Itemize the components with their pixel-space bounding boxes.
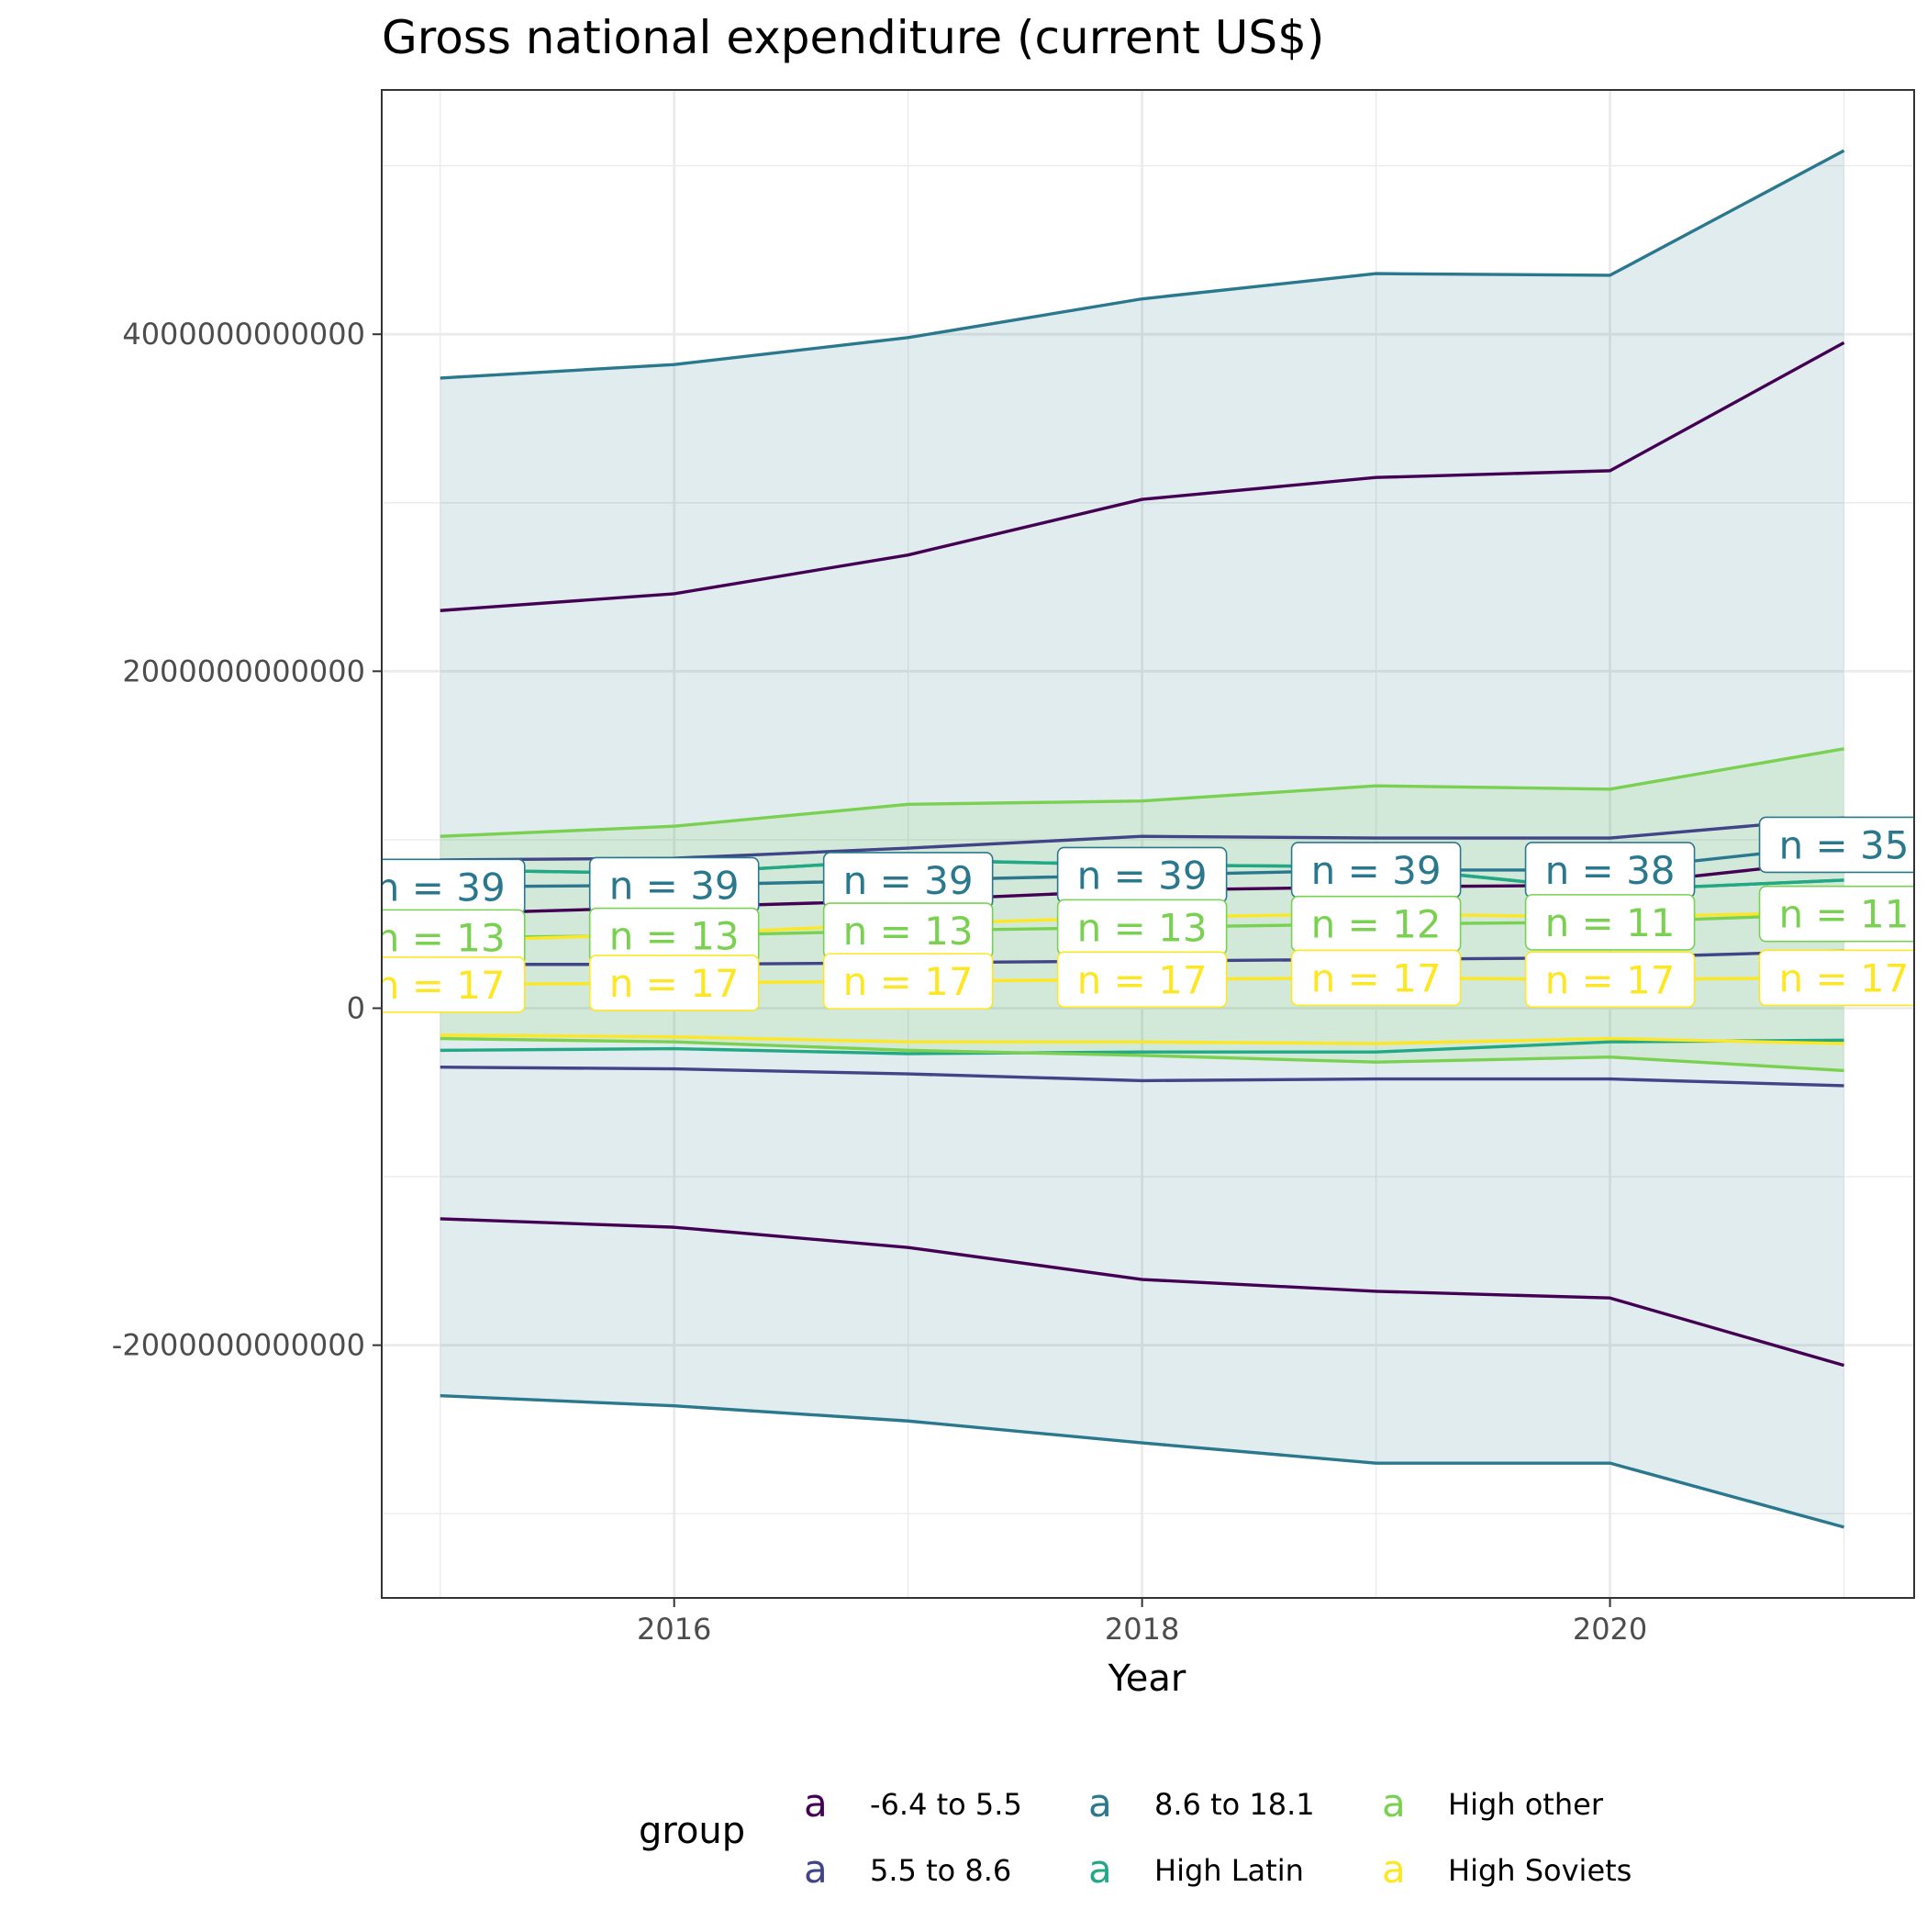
series-line-upper [440,747,1844,838]
x-axis-title: Year [1108,1658,1186,1700]
y-tick-label: 4000000000000 [122,317,365,352]
count-label-box [822,953,994,1010]
count-label: n = 13 [588,907,760,965]
count-label: n = 17 [1056,951,1228,1009]
legend-entry-label: 8.6 to 18.1 [1154,1787,1315,1822]
count-label: n = 39 [1290,842,1462,899]
legend-key-glyph: a [1088,1847,1112,1892]
count-label-text: n = 17 [375,963,506,1008]
count-label-text: n = 12 [1311,902,1442,947]
count-label-box [1290,949,1462,1007]
count-labels: n = 39 n = 39 n = 39 n = 39 n = 39 n = 38 n = … [375,816,1914,1013]
count-label-box [1758,949,1914,1007]
series-line-lower [440,1033,1844,1045]
series-line-lower [440,1036,1844,1073]
count-label: n = 11 [1524,894,1696,951]
count-label: n = 12 [1290,895,1462,953]
count-label-text: n = 17 [1545,957,1676,1002]
series-line-upper [440,149,1845,380]
count-label: n = 39 [1056,846,1228,904]
count-label-text: n = 38 [1545,848,1676,893]
count-label-text: n = 11 [1779,892,1910,937]
count-label-text: n = 39 [375,865,506,910]
legend-title: group [639,1810,745,1852]
count-label-text: n = 39 [1077,853,1208,898]
count-label: n = 17 [1758,949,1914,1007]
series-line-lower [440,1394,1844,1529]
count-label-text: n = 17 [843,959,974,1004]
count-label-box [1524,894,1696,951]
count-label-text: n = 17 [1077,957,1208,1002]
count-label: n = 11 [1758,885,1914,943]
axes: 2016 2018 2020 -2000000000000 0 2000000000000… [112,317,1647,1647]
legend: group a -6.4 to 5.5 a 5.5 to 8.6 a 8.6 to 18.… [639,1781,1632,1892]
count-label: n = 13 [1056,899,1228,956]
count-label: n = 39 [375,858,526,916]
legend-key-glyph: a [1382,1781,1406,1826]
count-label-text: n = 13 [843,909,974,954]
legend-key-glyph: a [1088,1781,1112,1826]
legend-key-glyph: a [804,1847,828,1892]
count-label-text: n = 39 [1311,848,1442,893]
count-label-text: n = 17 [1779,955,1910,1000]
ribbon-bands [440,151,1844,1527]
count-label: n = 17 [822,953,994,1010]
series-line-lower [440,1066,1844,1088]
grid-lines [382,90,1914,1598]
count-label-box [382,955,526,1013]
count-label: n = 17 [588,955,760,1011]
series-line-upper [440,341,1845,612]
count-label: n = 39 [588,856,760,914]
legend-entry-label: High Soviets [1448,1853,1632,1888]
count-label-text: n = 39 [609,863,740,908]
count-label-text: n = 17 [609,961,740,1006]
legend-entry-label: High other [1448,1787,1604,1822]
count-label-group: n = 39 n = 39 n = 39 n = 39 n = 39 n = 38 n = … [375,816,1914,1013]
count-label: n = 39 [822,852,994,909]
legend-key-glyph: a [804,1781,828,1826]
legend-entry-label: High Latin [1154,1853,1304,1888]
x-tick-label: 2020 [1573,1612,1647,1647]
legend-key-glyph: a [1382,1847,1406,1892]
count-label: n = 13 [822,902,994,959]
y-tick-label: 2000000000000 [122,653,365,688]
count-label-text: n = 13 [375,915,506,960]
count-label-text: n = 13 [609,914,740,959]
count-label: n = 17 [1290,949,1462,1007]
count-label-text: n = 13 [1077,905,1208,950]
legend-entry-label: -6.4 to 5.5 [870,1787,1022,1822]
count-label-box [1758,816,1914,874]
x-tick-label: 2018 [1105,1612,1179,1647]
count-label-box [1524,951,1696,1009]
chart-title: Gross national expenditure (current US$) [382,11,1324,64]
plot-panel-border [381,89,1915,1599]
count-label: n = 35 [1758,816,1914,874]
count-label: n = 17 [375,955,526,1013]
count-label-text: n = 11 [1545,900,1676,945]
x-tick-label: 2016 [637,1612,711,1647]
y-tick-label: 0 [347,990,365,1025]
count-label: n = 13 [375,909,526,966]
series-line-lower [440,1217,1844,1368]
ribbon-band [440,151,1844,1527]
legend-entry-label: 5.5 to 8.6 [870,1853,1011,1888]
count-label-box [588,955,760,1011]
count-label-box [1758,885,1914,943]
count-label-text: n = 17 [1311,955,1442,1000]
series-line-lower [440,1038,1844,1055]
count-label-text: n = 35 [1779,822,1910,867]
count-label: n = 17 [1524,951,1696,1009]
count-label-text: n = 39 [843,858,974,903]
y-tick-label: -2000000000000 [112,1328,365,1363]
count-label: n = 38 [1524,842,1696,899]
count-label-box [1056,951,1228,1009]
